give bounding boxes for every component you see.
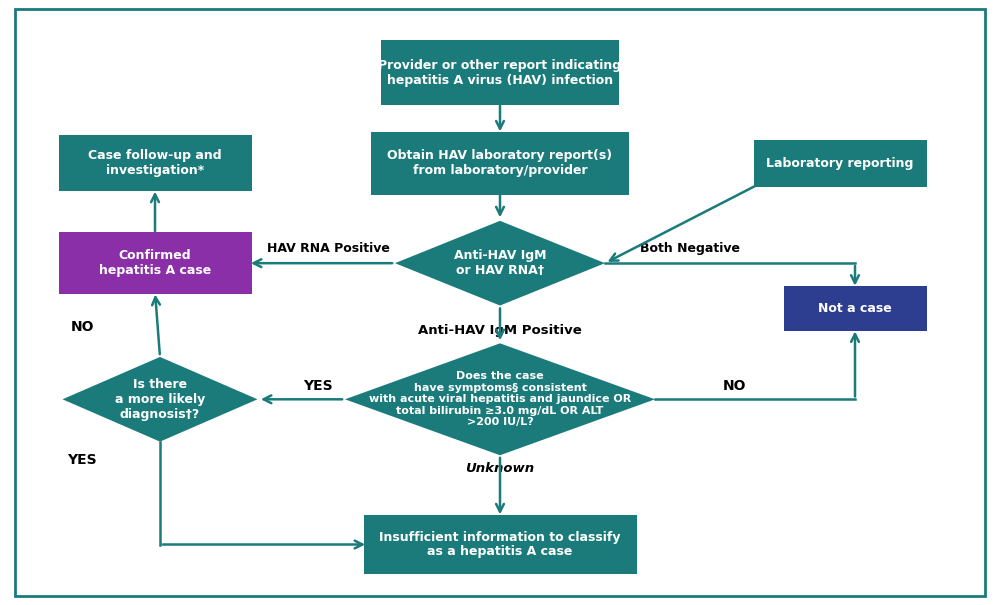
FancyBboxPatch shape: [58, 232, 252, 295]
Text: YES: YES: [67, 453, 97, 467]
FancyBboxPatch shape: [754, 140, 926, 187]
Text: YES: YES: [303, 379, 333, 393]
Text: Anti-HAV IgM Positive: Anti-HAV IgM Positive: [418, 324, 582, 338]
Text: Does the case
have symptoms§ consistent
with acute viral hepatitis and jaundice : Does the case have symptoms§ consistent …: [369, 371, 631, 428]
Text: Anti-HAV IgM
or HAV RNA†: Anti-HAV IgM or HAV RNA†: [454, 249, 546, 277]
FancyBboxPatch shape: [58, 136, 252, 191]
Text: Provider or other report indicating
hepatitis A virus (HAV) infection: Provider or other report indicating hepa…: [378, 59, 622, 87]
Polygon shape: [395, 221, 605, 306]
Text: Insufficient information to classify
as a hepatitis A case: Insufficient information to classify as …: [379, 531, 621, 558]
Text: Unknown: Unknown: [465, 462, 535, 474]
Text: NO: NO: [723, 379, 747, 393]
Text: Obtain HAV laboratory report(s)
from laboratory/provider: Obtain HAV laboratory report(s) from lab…: [387, 149, 613, 177]
Text: Both Negative: Both Negative: [640, 243, 740, 255]
FancyBboxPatch shape: [784, 287, 926, 330]
Polygon shape: [62, 357, 258, 442]
Polygon shape: [345, 343, 655, 455]
Text: Not a case: Not a case: [818, 302, 892, 315]
Text: HAV RNA Positive: HAV RNA Positive: [267, 243, 389, 255]
Text: NO: NO: [70, 319, 94, 334]
Text: Confirmed
hepatitis A case: Confirmed hepatitis A case: [99, 249, 211, 277]
FancyBboxPatch shape: [371, 132, 629, 195]
Text: Laboratory reporting: Laboratory reporting: [766, 157, 914, 170]
Text: Is there
a more likely
diagnosis†?: Is there a more likely diagnosis†?: [115, 378, 205, 421]
FancyBboxPatch shape: [364, 515, 637, 574]
FancyBboxPatch shape: [381, 40, 619, 105]
Text: Case follow-up and
investigation*: Case follow-up and investigation*: [88, 149, 222, 177]
